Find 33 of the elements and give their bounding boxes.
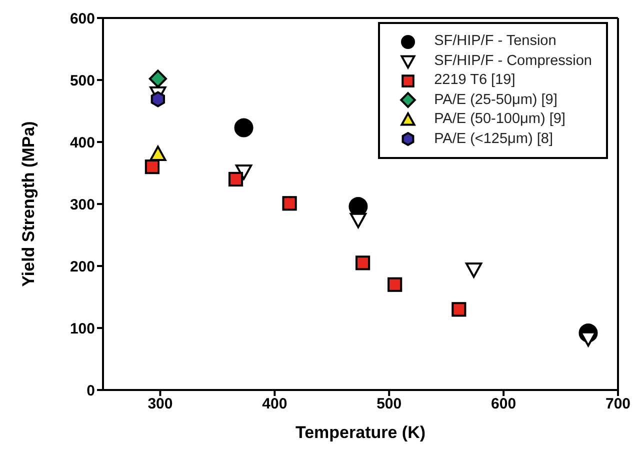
point — [144, 160, 160, 174]
x-axis-title: Temperature (K) — [295, 423, 426, 442]
point — [150, 146, 166, 161]
y-tick-label: 500 — [70, 72, 95, 90]
point — [228, 172, 244, 186]
point — [465, 262, 482, 278]
legend-label: SF/HIP/F - Compression — [434, 52, 592, 70]
point — [235, 164, 252, 180]
x-tick-label: 400 — [262, 396, 288, 413]
point — [355, 256, 370, 270]
point — [150, 91, 166, 108]
y-tick-label: 600 — [70, 10, 95, 28]
y-axis-title: Yield Strength (MPa) — [19, 121, 38, 287]
x-tick-label: 500 — [376, 396, 402, 413]
legend-label: PA/E (25-50μm) [9] — [434, 90, 558, 110]
y-tick-label: 100 — [70, 320, 95, 338]
y-tick-label: 300 — [70, 196, 95, 214]
point — [282, 196, 297, 211]
y-tick-label: 0 — [86, 382, 95, 400]
legend-label: PA/E (<125μm) [8] — [434, 130, 553, 148]
point — [234, 118, 254, 138]
y-tick-label: 200 — [70, 258, 95, 276]
x-tick-label: 700 — [605, 396, 631, 413]
x-tick-label: 300 — [148, 396, 173, 413]
legend-label: 2219 T6 [19] — [434, 71, 516, 90]
point — [452, 302, 466, 317]
point — [388, 277, 402, 292]
legend-label: PA/E (50-100μm) [9] — [434, 110, 566, 129]
legend-label: SF/HIP/F - Tension — [434, 32, 556, 51]
y-tick-label: 400 — [70, 134, 95, 152]
x-tick-label: 600 — [491, 396, 516, 413]
point — [148, 70, 167, 88]
point — [350, 212, 367, 228]
